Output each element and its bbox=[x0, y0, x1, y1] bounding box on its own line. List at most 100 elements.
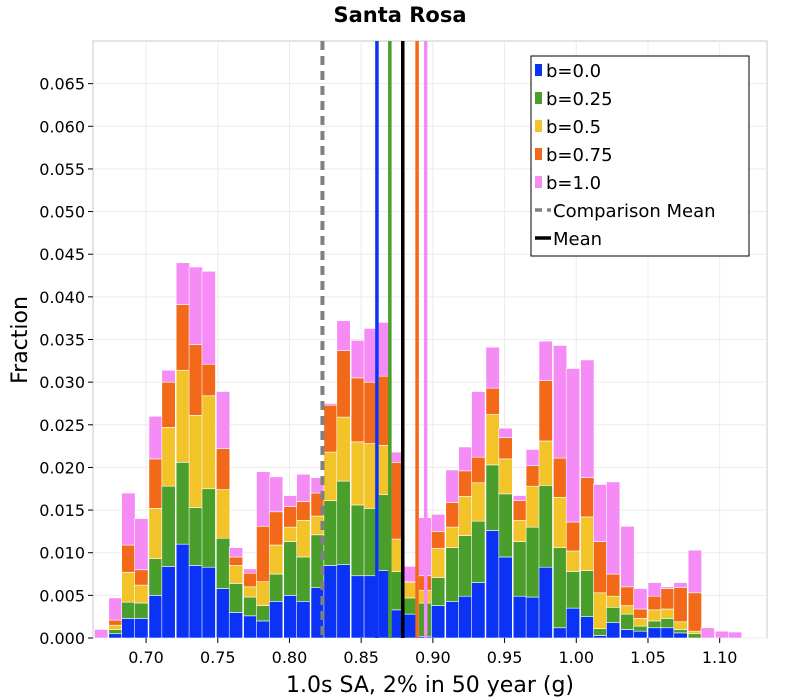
legend: b=0.0 b=0.25 b=0.5 b=0.75 b=1.0 Comparison Me… bbox=[530, 55, 750, 257]
bar-segment-b05 bbox=[121, 572, 136, 603]
y-tick-label: 0.045 bbox=[39, 245, 85, 264]
bar-segment-b10 bbox=[673, 582, 688, 588]
bar-segment-b00 bbox=[647, 627, 662, 639]
x-axis-ticks: 0.70 0.75 0.80 0.85 0.90 0.95 1.00 1.05 1.10 bbox=[128, 638, 737, 667]
bar-segment-b10 bbox=[485, 346, 500, 389]
bar-segment-b10 bbox=[336, 320, 351, 351]
bar-segment-b10 bbox=[633, 588, 648, 610]
y-tick-label: 0.015 bbox=[39, 501, 85, 520]
y-tick-label: 0.030 bbox=[39, 373, 85, 392]
bar-segment-b025 bbox=[673, 629, 688, 634]
bar-segment-b025 bbox=[256, 605, 271, 622]
legend-label: Comparison Mean bbox=[553, 201, 716, 222]
bar-segment-b05 bbox=[243, 586, 258, 598]
bar-segment-b05 bbox=[108, 624, 123, 630]
bar-segment-b05 bbox=[485, 414, 500, 466]
bar-segment-b025 bbox=[498, 493, 513, 558]
bar-segment-b075 bbox=[633, 608, 648, 619]
bar-segment-b025 bbox=[175, 462, 190, 545]
y-tick-label: 0.060 bbox=[39, 117, 85, 136]
bar-segment-b00 bbox=[458, 595, 473, 639]
bar-segment-b075 bbox=[228, 556, 244, 566]
bar-segment-b075 bbox=[256, 525, 271, 583]
bar-segment-b075 bbox=[336, 350, 351, 418]
bar-segment-b025 bbox=[687, 633, 702, 639]
bar-segment-b10 bbox=[458, 446, 473, 472]
bar-segment-b025 bbox=[431, 577, 446, 606]
y-tick-label: 0.020 bbox=[39, 458, 85, 477]
bar-segment-b00 bbox=[485, 530, 500, 639]
x-tick-label: 0.95 bbox=[487, 648, 523, 667]
bar-segment-b10 bbox=[269, 476, 284, 513]
bar-segment-b025 bbox=[458, 535, 473, 597]
bar-segment-b05 bbox=[633, 618, 648, 627]
legend-label: b=0.5 bbox=[546, 117, 601, 138]
bar-segment-b075 bbox=[431, 531, 446, 549]
bar-segment-b05 bbox=[512, 520, 527, 542]
bar-segment-b05 bbox=[296, 520, 311, 558]
bar-segment-b075 bbox=[445, 502, 460, 528]
bar-segment-b10 bbox=[471, 391, 486, 458]
x-tick-label: 0.90 bbox=[415, 648, 451, 667]
bar-segment-b00 bbox=[445, 601, 460, 639]
x-tick-label: 1.00 bbox=[558, 648, 594, 667]
bar-segment-b025 bbox=[216, 537, 231, 589]
bar-segment-b10 bbox=[148, 415, 163, 460]
bar-segment-b00 bbox=[606, 622, 621, 639]
y-tick-label: 0.050 bbox=[39, 203, 85, 222]
bar-segment-b025 bbox=[445, 547, 460, 602]
y-tick-label: 0.065 bbox=[39, 75, 85, 94]
bar-segment-b10 bbox=[593, 484, 608, 542]
bar-segment-b075 bbox=[296, 501, 311, 521]
bar-segment-b075 bbox=[620, 586, 635, 606]
bar-segment-b10 bbox=[256, 471, 271, 527]
bar-segment-b075 bbox=[593, 541, 608, 594]
bar-segment-b10 bbox=[175, 262, 190, 305]
bar-segment-b00 bbox=[620, 629, 635, 639]
bar-segment-b05 bbox=[188, 415, 203, 508]
bar-segment-b00 bbox=[660, 627, 675, 639]
bar-segment-b025 bbox=[485, 464, 500, 531]
bar-segment-b025 bbox=[553, 547, 568, 629]
bar-segment-b075 bbox=[687, 592, 702, 632]
bar-segment-b05 bbox=[431, 548, 446, 578]
bar-segment-b10 bbox=[525, 449, 540, 467]
bar-segment-b025 bbox=[188, 507, 203, 566]
bar-segment-b05 bbox=[148, 508, 163, 559]
bar-segment-b00 bbox=[134, 618, 149, 639]
bar-segment-b00 bbox=[580, 616, 595, 639]
legend-label: b=1.0 bbox=[546, 173, 601, 194]
bar-segment-b10 bbox=[216, 391, 231, 449]
legend-swatch bbox=[535, 92, 542, 104]
bar-segment-b00 bbox=[256, 620, 271, 639]
bar-segment-b075 bbox=[580, 477, 595, 518]
bar-segment-b075 bbox=[485, 387, 500, 415]
bar-segment-b00 bbox=[201, 566, 216, 639]
bar-segment-b10 bbox=[94, 629, 109, 639]
bar-segment-b05 bbox=[445, 526, 460, 548]
bar-segment-b10 bbox=[188, 266, 203, 345]
bar-segment-b05 bbox=[350, 441, 365, 506]
bar-segment-b00 bbox=[121, 618, 136, 639]
bar-segment-b075 bbox=[323, 404, 338, 453]
bar-segment-b10 bbox=[620, 525, 635, 588]
bar-segment-b025 bbox=[336, 480, 351, 565]
bar-segment-b00 bbox=[565, 607, 581, 639]
bar-segment-b00 bbox=[538, 566, 553, 639]
bar-segment-b05 bbox=[228, 565, 244, 584]
bar-segment-b05 bbox=[256, 581, 271, 606]
bar-segment-b00 bbox=[228, 612, 244, 639]
bar-segment-b05 bbox=[538, 440, 553, 486]
bar-segment-b05 bbox=[161, 427, 176, 487]
bar-segment-b00 bbox=[498, 556, 513, 639]
bar-segment-b00 bbox=[243, 615, 258, 639]
bar-segment-b00 bbox=[161, 566, 176, 639]
bar-segment-b05 bbox=[175, 369, 190, 463]
bar-segment-b10 bbox=[512, 495, 527, 501]
bar-segment-b00 bbox=[471, 582, 486, 639]
bar-segment-b05 bbox=[134, 584, 149, 604]
bar-segment-b025 bbox=[633, 625, 648, 632]
bar-segment-b075 bbox=[512, 500, 527, 521]
bar-segment-b025 bbox=[283, 541, 298, 596]
bar-segment-b075 bbox=[216, 448, 231, 490]
